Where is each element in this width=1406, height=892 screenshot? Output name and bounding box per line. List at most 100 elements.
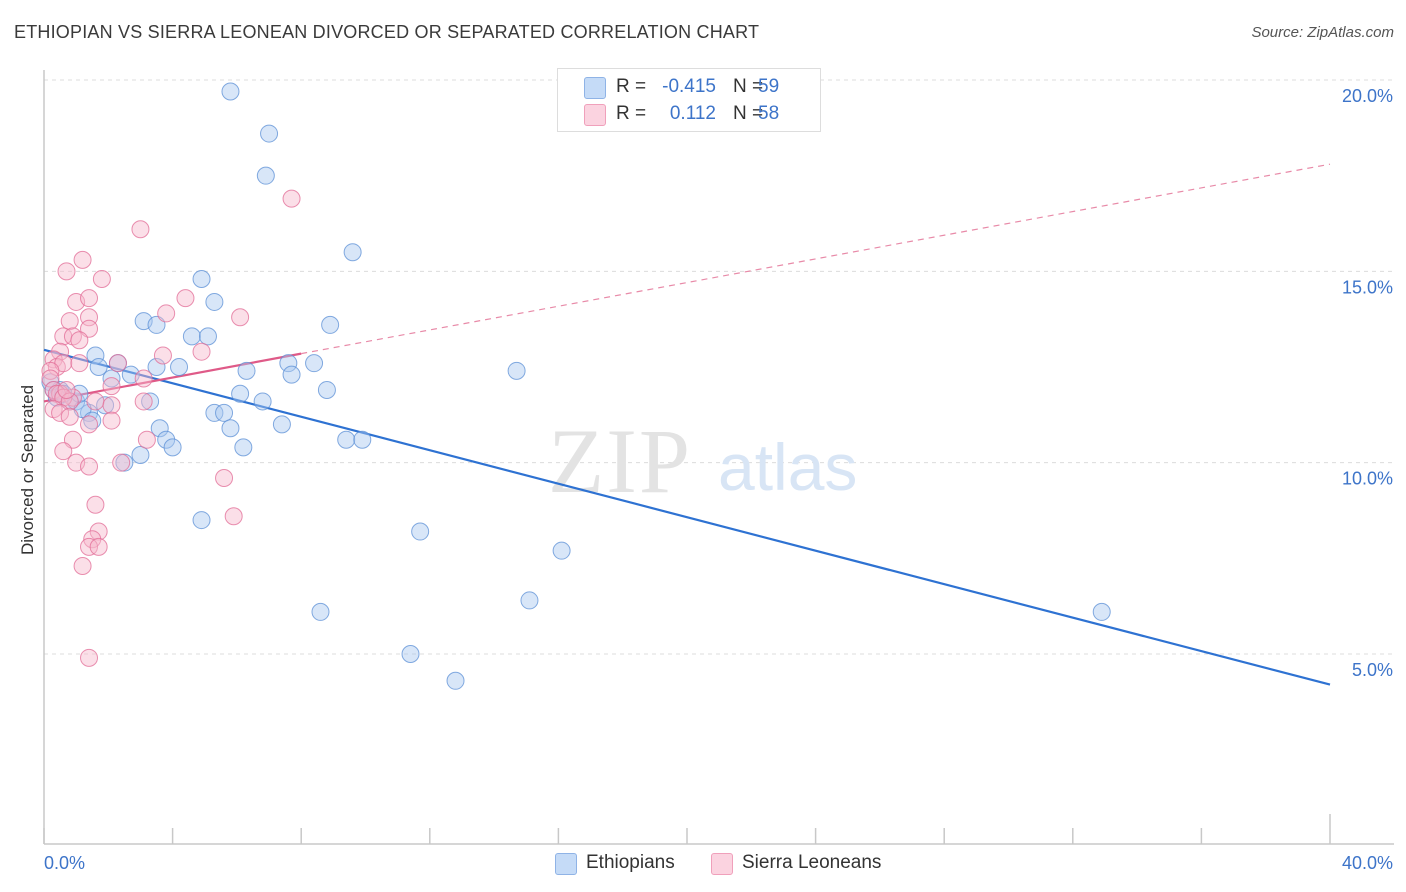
- legend-swatch-sierra-leoneans: [711, 853, 733, 875]
- ethiopian-point: [337, 430, 356, 449]
- sierra-leonean-point: [80, 537, 99, 556]
- sierra-leonean-point: [176, 289, 195, 308]
- sierra-leonean-point: [131, 220, 150, 239]
- axes: [43, 70, 1394, 845]
- legend-n-value: 58: [758, 103, 780, 124]
- legend-label-ethiopians: Ethiopians: [586, 852, 675, 873]
- ethiopian-point: [317, 380, 336, 399]
- sierra-leonean-point: [60, 407, 79, 426]
- legend-n-label: N =: [733, 76, 764, 97]
- watermark-zip: ZIP: [548, 410, 692, 512]
- legend-label-sierra-leoneans: Sierra Leoneans: [742, 852, 882, 873]
- legend-swatch-sierra-leoneans: [584, 104, 606, 126]
- ethiopian-point: [552, 541, 571, 560]
- trend-lines: [43, 163, 1331, 686]
- sierra-leonean-point: [54, 442, 73, 461]
- y-tick-label: 5.0%: [1352, 660, 1393, 680]
- ethiopian-point: [353, 430, 372, 449]
- ethiopian-point: [401, 645, 420, 663]
- sierra-leonean-point: [231, 308, 250, 327]
- legend-n-value: 59: [758, 76, 780, 97]
- ethiopian-point: [147, 315, 166, 334]
- sierra-leonean-point: [73, 556, 92, 575]
- ethiopian-point: [221, 419, 240, 438]
- sierra-leonean-point: [102, 411, 121, 430]
- sierra-leonean-point: [89, 537, 108, 556]
- sierra-leonean-point: [137, 430, 156, 449]
- ethiopian-point: [147, 358, 166, 376]
- sierra-leonean-point: [134, 392, 153, 411]
- ethiopian-point: [237, 361, 256, 380]
- sierra-leonean-point: [80, 319, 99, 338]
- sierra-leonean-trend-line: [43, 352, 302, 403]
- ethiopian-point: [170, 358, 189, 376]
- sierra-leonean-point: [108, 354, 127, 373]
- chart-title: ETHIOPIAN VS SIERRA LEONEAN DIVORCED OR …: [14, 22, 760, 42]
- ethiopian-point: [520, 591, 539, 610]
- ethiopian-point: [234, 438, 253, 457]
- ethiopian-point: [163, 438, 182, 457]
- ethiopian-point: [507, 361, 526, 380]
- source-label: Source: ZipAtlas.com: [1251, 24, 1394, 41]
- ethiopian-point: [260, 124, 279, 143]
- watermark-atlas: atlas: [718, 430, 857, 504]
- sierra-leonean-point: [89, 522, 108, 541]
- legend-row-sierra-leoneans: R = 0.112 N = 58: [558, 101, 820, 127]
- sierra-leonean-point: [92, 269, 111, 288]
- ethiopian-point: [279, 354, 298, 373]
- ethiopian-point: [221, 82, 240, 101]
- sierra-leonean-point: [80, 648, 99, 667]
- ethiopian-point: [305, 354, 324, 373]
- ethiopian-point: [205, 403, 224, 422]
- ethiopian-point: [182, 327, 201, 346]
- sierra-leonean-point: [70, 354, 89, 373]
- sierra-leonean-point: [86, 392, 105, 411]
- watermark: ZIP atlas: [548, 410, 857, 512]
- correlation-legend: R = -0.415 N = 59 R = 0.112 N = 58: [557, 68, 821, 132]
- ethiopian-point: [86, 346, 105, 365]
- y-tick-label: 10.0%: [1342, 469, 1393, 489]
- sierra-leonean-point: [153, 346, 172, 365]
- x-tick-label: 0.0%: [44, 853, 85, 873]
- sierra-leonean-point: [51, 342, 70, 361]
- sierra-leonean-trend-extension: [301, 163, 1331, 355]
- sierra-leonean-point: [134, 369, 153, 388]
- legend-r-value: -0.415: [662, 76, 716, 97]
- sierra-leonean-point: [57, 262, 76, 281]
- sierra-leonean-point: [224, 507, 243, 526]
- sierra-leonean-point: [102, 396, 121, 415]
- sierra-leonean-point: [41, 369, 60, 388]
- sierra-leonean-point: [80, 289, 99, 308]
- x-tick-label: 40.0%: [1342, 853, 1393, 873]
- ethiopian-point: [89, 358, 108, 376]
- sierra-leonean-point: [57, 380, 76, 399]
- legend-swatch-ethiopians: [584, 77, 606, 99]
- sierra-leonean-point: [41, 361, 60, 380]
- sierra-leonean-point: [73, 250, 92, 269]
- ethiopian-point: [343, 243, 362, 262]
- ethiopian-point: [192, 269, 211, 288]
- sierra-leonean-point: [60, 392, 79, 411]
- data-points: [41, 82, 1111, 690]
- ethiopian-point: [253, 392, 272, 411]
- ethiopian-point: [215, 403, 234, 422]
- ethiopian-point: [102, 369, 121, 388]
- tick-labels: 5.0% 10.0% 15.0% 20.0% 0.0% 40.0%: [44, 86, 1393, 873]
- y-tick-label: 15.0%: [1342, 277, 1393, 297]
- ethiopian-point: [131, 446, 150, 465]
- sierra-leonean-point: [282, 189, 301, 208]
- ethiopian-point: [311, 602, 330, 621]
- legend-r-label: R =: [616, 103, 647, 124]
- ethiopian-point: [198, 327, 217, 346]
- ethiopian-point: [192, 511, 211, 530]
- ethiopian-trend-line: [43, 348, 1331, 686]
- sierra-leonean-point: [80, 415, 99, 434]
- legend-r-label: R =: [616, 76, 647, 97]
- sierra-leonean-point: [192, 342, 211, 361]
- legend-n-label: N =: [733, 103, 764, 124]
- sierra-leonean-point: [63, 430, 82, 449]
- ethiopian-point: [256, 166, 275, 185]
- sierra-leonean-point: [51, 403, 70, 422]
- ethiopian-point: [157, 430, 176, 449]
